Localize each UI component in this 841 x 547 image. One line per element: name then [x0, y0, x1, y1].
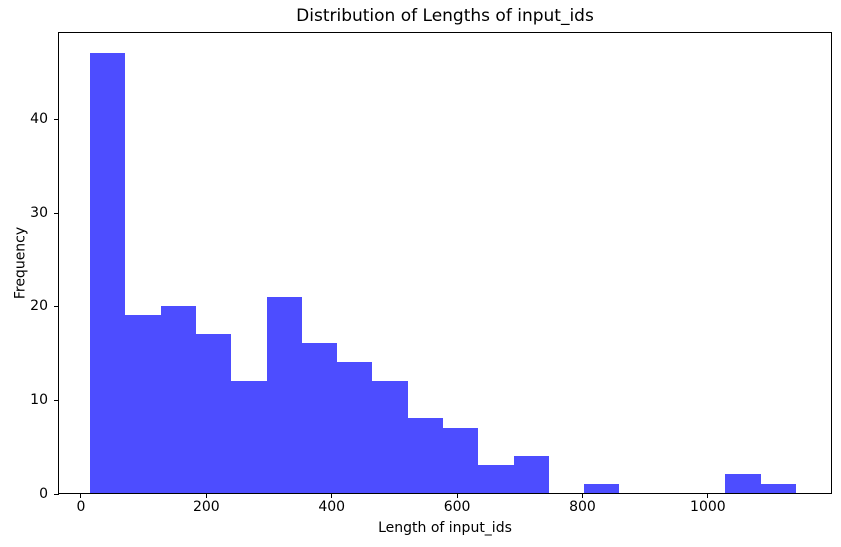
y-tick-mark: [54, 119, 59, 121]
x-axis-label: Length of input_ids: [378, 520, 512, 536]
x-tick-label: 1000: [690, 499, 726, 515]
y-tick-mark: [54, 399, 59, 401]
y-tick-label: 30: [30, 204, 48, 221]
x-tick-label: 600: [443, 499, 471, 515]
histogram-bar: [584, 484, 619, 493]
x-tick-label: 400: [318, 499, 346, 515]
y-tick-label: 0: [39, 485, 48, 502]
x-tick-mark: [581, 494, 583, 498]
y-tick-mark: [54, 493, 59, 495]
histogram-bar: [372, 381, 408, 493]
histogram-bar: [337, 362, 372, 493]
y-axis-label: Frequency: [12, 226, 29, 300]
x-tick-mark: [707, 494, 709, 498]
histogram-bar: [267, 297, 302, 493]
histogram-bar: [125, 315, 161, 493]
histogram-bar: [90, 53, 125, 493]
y-tick-label: 10: [30, 391, 48, 408]
x-tick-label: 200: [192, 499, 220, 515]
histogram-bar: [725, 474, 761, 493]
x-tick-label: 800: [569, 499, 596, 515]
histogram-bar: [514, 456, 549, 493]
chart-title: Distribution of Lengths of input_ids: [296, 6, 594, 26]
histogram-bar: [196, 334, 231, 493]
x-tick-mark: [331, 494, 333, 498]
histogram-bar: [302, 343, 337, 493]
histogram-bar: [231, 381, 267, 493]
histogram-bar: [761, 484, 796, 493]
x-tick-mark: [80, 494, 82, 498]
histogram-bar: [443, 428, 478, 493]
y-tick-mark: [54, 212, 59, 214]
x-tick-mark: [456, 494, 458, 498]
histogram-bar: [478, 465, 514, 493]
plot-area: [58, 32, 832, 494]
histogram-bar: [161, 306, 196, 493]
histogram-bar: [408, 418, 443, 493]
y-tick-mark: [54, 306, 59, 308]
y-tick-label: 40: [30, 111, 48, 128]
x-tick-mark: [205, 494, 207, 498]
y-tick-label: 20: [30, 298, 48, 315]
x-tick-label: 0: [76, 499, 86, 515]
